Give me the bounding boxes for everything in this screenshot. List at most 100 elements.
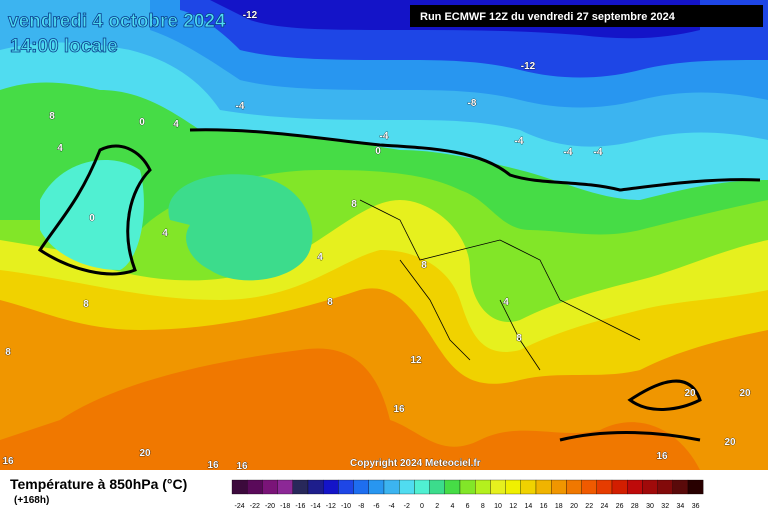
contour-label: 4: [57, 143, 63, 154]
colorbar-swatch: [520, 479, 537, 495]
colorbar-swatch: [475, 479, 491, 495]
colorbar-label: 30: [646, 503, 654, 510]
contour-label: 8: [5, 347, 11, 358]
map-time: 14:00 locale: [10, 36, 118, 57]
colorbar-swatch: [247, 479, 263, 495]
contour-label: -4: [236, 101, 245, 112]
colorbar-label: 2: [435, 503, 439, 510]
zone: [168, 174, 313, 281]
contour-label: 16: [656, 451, 668, 462]
run-info: Run ECMWF 12Z du vendredi 27 septembre 2…: [420, 11, 676, 23]
contour-labels: -12 -12 -8 -4 -4 -4 -4 -4 0 0 4 8 4 0 4 4 8 8 8 8 8 4 8 12 16 20 1…: [2, 10, 751, 473]
coastline: [559, 379, 702, 442]
colorbar-label: 36: [692, 503, 700, 510]
colorbar-label: 24: [601, 503, 609, 510]
contour-label: 8: [83, 299, 89, 310]
contour-label: 8: [421, 260, 427, 271]
colorbar-label: 8: [481, 503, 485, 510]
colorbar-swatch: [672, 479, 689, 495]
colorbar-swatch: [444, 479, 461, 495]
contour-label: 4: [503, 297, 509, 308]
contour-label: 4: [173, 119, 179, 130]
colorbar-swatch: [505, 479, 521, 495]
colorbar-swatch: [551, 479, 567, 495]
colorbar-swatch: [277, 479, 293, 495]
contour-label: 0: [89, 213, 95, 224]
colorbar-label: 18: [555, 503, 563, 510]
contour-label: 4: [317, 252, 323, 263]
colorbar-swatch: [231, 479, 248, 495]
colorbar-swatch: [368, 479, 385, 495]
colorbar-swatch: [611, 479, 628, 495]
colorbar-swatch: [687, 479, 704, 495]
colorbar-label: -6: [373, 503, 379, 510]
colorbar-label: -14: [311, 503, 321, 510]
colorbar-label: 14: [525, 503, 533, 510]
colorbar-label: 28: [631, 503, 639, 510]
colorbar-label: -10: [341, 503, 351, 510]
colorbar-swatch: [535, 479, 552, 495]
colorbar-label: -2: [404, 503, 410, 510]
coastline: [37, 144, 152, 276]
colorbar-swatch: [490, 479, 506, 495]
colorbar-label: 34: [677, 503, 685, 510]
contour-label: 20: [684, 388, 696, 399]
contour-label: 8: [49, 111, 55, 122]
colorbar-label: -12: [326, 503, 336, 510]
colorbar-label: 26: [616, 503, 624, 510]
colorbar-swatch: [566, 479, 582, 495]
colorbar-label: 6: [466, 503, 470, 510]
colorbar-label: -24: [235, 503, 245, 510]
colorbar-swatch: [581, 479, 597, 495]
contour-label: 16: [393, 404, 405, 415]
contour-label: 16: [2, 456, 14, 467]
contour-label: 20: [724, 437, 736, 448]
colorbar-label: 32: [661, 503, 669, 510]
contour-label: -8: [468, 98, 477, 109]
contour-label: -4: [564, 147, 573, 158]
colorbar: -24 -22 -20 -18 -16 -14 -12 -10 -8 -6 -4 -2 0 2 4 6 8 10 1…: [231, 479, 704, 510]
colorbar-swatch: [307, 479, 324, 495]
contour-label: 8: [327, 297, 333, 308]
contour-label: 16: [207, 460, 219, 471]
contour-label: -4: [594, 147, 603, 158]
contour-label: -4: [515, 136, 524, 147]
contour-label: 16: [236, 461, 248, 472]
colorbar-swatch: [292, 479, 309, 495]
colorbar-swatch: [262, 479, 278, 495]
contour-label: -12: [243, 10, 258, 21]
contour-label: 8: [351, 199, 357, 210]
colorbar-swatch: [323, 479, 339, 495]
borders: [359, 199, 641, 371]
colorbar-label: 12: [509, 503, 517, 510]
contour-label: 0: [375, 146, 381, 157]
colorbar-label: 16: [540, 503, 548, 510]
colorbar-label: 20: [570, 503, 578, 510]
colorbar-swatch: [657, 479, 673, 495]
colorbar-swatch: [414, 479, 430, 495]
contour-label: 12: [410, 355, 422, 366]
contour-label: -4: [380, 131, 389, 142]
colorbar-swatch: [338, 479, 354, 495]
contour-label: 20: [139, 448, 151, 459]
colorbar-label: -18: [280, 503, 290, 510]
colorbar-swatch: [627, 479, 643, 495]
colorbar-swatch: [429, 479, 445, 495]
colorbar-label: -20: [265, 503, 275, 510]
colorbar-label: 10: [494, 503, 502, 510]
colorbar-label: 0: [420, 503, 424, 510]
colorbar-swatch: [459, 479, 476, 495]
contour-label: 4: [162, 228, 168, 239]
lead-time: (+168h): [14, 495, 49, 506]
colorbar-label: -16: [295, 503, 305, 510]
contour-label: -12: [521, 61, 536, 72]
map-date: vendredi 4 octobre 2024: [8, 11, 226, 32]
coastline: [189, 128, 761, 192]
zone: [40, 160, 144, 270]
colorbar-swatch: [383, 479, 400, 495]
colorbar-swatch: [596, 479, 613, 495]
colorbar-swatch: [353, 479, 369, 495]
colorbar-label: -22: [250, 503, 260, 510]
colorbar-label: 22: [585, 503, 593, 510]
